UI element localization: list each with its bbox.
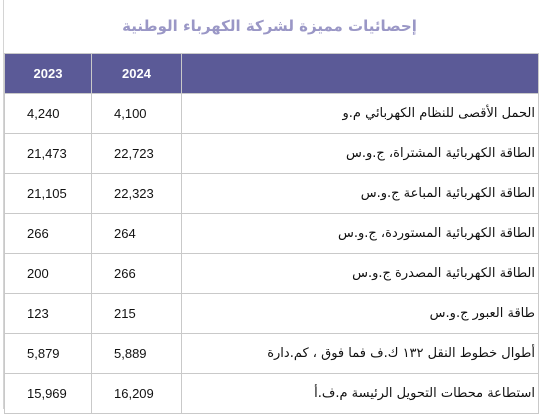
- page-left-border: [3, 0, 4, 409]
- table-row: 21,473 22,723 الطاقة الكهربائية المشتراة…: [4, 133, 539, 174]
- cell-2023: 15,969: [4, 373, 92, 414]
- cell-2024: 264: [91, 213, 182, 254]
- header-2023: 2023: [4, 53, 92, 94]
- statistics-table: 2023 2024 4,240 4,100 الحمل الأقصى للنظا…: [4, 53, 539, 414]
- table-row: 123 215 طاقة العبور ج.و.س: [4, 293, 539, 334]
- cell-label: الطاقة الكهربائية المصدرة ج.و.س: [181, 253, 539, 294]
- cell-2024: 16,209: [91, 373, 182, 414]
- cell-2023: 21,105: [4, 173, 92, 214]
- page-title: إحصائيات مميزة لشركة الكهرباء الوطنية: [122, 17, 417, 35]
- header-label: [181, 53, 539, 94]
- cell-2024: 22,323: [91, 173, 182, 214]
- table-row: 4,240 4,100 الحمل الأقصى للنظام الكهربائ…: [4, 93, 539, 134]
- cell-2024: 5,889: [91, 333, 182, 374]
- cell-2024: 266: [91, 253, 182, 294]
- table-row: 200 266 الطاقة الكهربائية المصدرة ج.و.س: [4, 253, 539, 294]
- cell-2023: 5,879: [4, 333, 92, 374]
- header-2024: 2024: [91, 53, 182, 94]
- cell-2024: 4,100: [91, 93, 182, 134]
- cell-2024: 215: [91, 293, 182, 334]
- cell-label: الطاقة الكهربائية المباعة ج.و.س: [181, 173, 539, 214]
- table-row: 15,969 16,209 استطاعة محطات التحويل الرئ…: [4, 373, 539, 414]
- cell-2023: 266: [4, 213, 92, 254]
- cell-2024: 22,723: [91, 133, 182, 174]
- cell-label: استطاعة محطات التحويل الرئيسة م.ف.أ: [181, 373, 539, 414]
- cell-label: الطاقة الكهربائية المشتراة، ج.و.س: [181, 133, 539, 174]
- table-row: 5,879 5,889 أطوال خطوط النقل ١٣٢ ك.ف فما…: [4, 333, 539, 374]
- cell-label: الحمل الأقصى للنظام الكهربائي م.و: [181, 93, 539, 134]
- cell-label: الطاقة الكهربائية المستوردة، ج.و.س: [181, 213, 539, 254]
- cell-2023: 4,240: [4, 93, 92, 134]
- cell-2023: 200: [4, 253, 92, 294]
- table-header-row: 2023 2024: [4, 53, 539, 94]
- cell-label: طاقة العبور ج.و.س: [181, 293, 539, 334]
- cell-label: أطوال خطوط النقل ١٣٢ ك.ف فما فوق ، كم.دا…: [181, 333, 539, 374]
- cell-2023: 21,473: [4, 133, 92, 174]
- table-row: 266 264 الطاقة الكهربائية المستوردة، ج.و…: [4, 213, 539, 254]
- cell-2023: 123: [4, 293, 92, 334]
- table-row: 21,105 22,323 الطاقة الكهربائية المباعة …: [4, 173, 539, 214]
